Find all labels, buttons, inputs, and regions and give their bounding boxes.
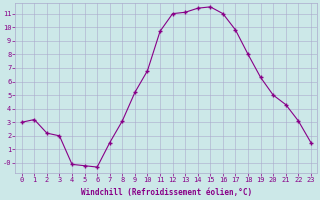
X-axis label: Windchill (Refroidissement éolien,°C): Windchill (Refroidissement éolien,°C): [81, 188, 252, 197]
